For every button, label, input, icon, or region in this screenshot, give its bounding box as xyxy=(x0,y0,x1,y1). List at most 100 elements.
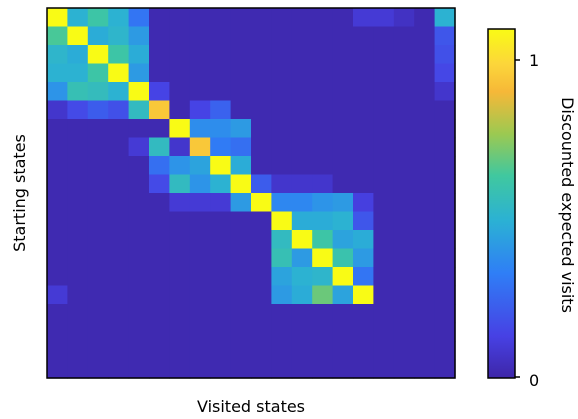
heatmap-cell-r7-c6 xyxy=(169,137,191,157)
heatmap-cell-r14-c10 xyxy=(251,267,272,287)
heatmap-cell-r14-c16 xyxy=(373,267,395,287)
heatmap-cell-r9-c14 xyxy=(332,174,354,194)
heatmap-cell-r14-c18 xyxy=(414,267,436,287)
heatmap-cell-r13-c8 xyxy=(210,248,232,268)
heatmap-cell-r6-c12 xyxy=(291,119,313,139)
heatmap-cell-r1-c10 xyxy=(251,26,272,46)
heatmap-cell-r3-c8 xyxy=(210,63,232,83)
heatmap-cell-r2-c16 xyxy=(373,45,395,65)
heatmap-cell-r1-c19 xyxy=(434,26,456,46)
heatmap-cell-r2-c1 xyxy=(67,45,89,65)
heatmap-cell-r14-c13 xyxy=(312,267,334,287)
heatmap-cell-r11-c0 xyxy=(47,211,68,231)
heatmap-cell-r14-c2 xyxy=(87,267,109,287)
heatmap-cell-r9-c7 xyxy=(189,174,211,194)
heatmap-cell-r19-c9 xyxy=(230,359,252,379)
heatmap-cell-r9-c19 xyxy=(434,174,456,194)
heatmap-cell-r18-c17 xyxy=(393,341,415,361)
colorbar xyxy=(487,28,516,379)
heatmap-cell-r8-c9 xyxy=(230,156,252,176)
heatmap-cell-r19-c5 xyxy=(149,359,170,379)
heatmap-cell-r17-c1 xyxy=(67,322,89,342)
heatmap-cell-r18-c12 xyxy=(291,341,313,361)
heatmap-cell-r6-c15 xyxy=(353,119,374,139)
heatmap-cell-r15-c13 xyxy=(312,285,334,305)
heatmap-cell-r1-c8 xyxy=(210,26,232,46)
heatmap-cell-r1-c4 xyxy=(128,26,150,46)
heatmap-cell-r17-c14 xyxy=(332,322,354,342)
heatmap-cell-r7-c1 xyxy=(67,137,89,157)
heatmap-cell-r4-c10 xyxy=(251,82,272,102)
heatmap-cell-r3-c10 xyxy=(251,63,272,83)
heatmap-cell-r6-c10 xyxy=(251,119,272,139)
heatmap-cell-r15-c0 xyxy=(47,285,68,305)
heatmap-cell-r7-c14 xyxy=(332,137,354,157)
heatmap-cell-r1-c5 xyxy=(149,26,170,46)
heatmap-cell-r9-c5 xyxy=(149,174,170,194)
heatmap-cell-r11-c12 xyxy=(291,211,313,231)
heatmap-cell-r5-c3 xyxy=(108,100,130,120)
heatmap-cell-r19-c2 xyxy=(87,359,109,379)
heatmap-cell-r19-c10 xyxy=(251,359,272,379)
heatmap-cell-r1-c17 xyxy=(393,26,415,46)
heatmap-cell-r1-c0 xyxy=(47,26,68,46)
heatmap-cell-r10-c2 xyxy=(87,193,109,213)
heatmap-cell-r7-c18 xyxy=(414,137,436,157)
heatmap-cell-r13-c12 xyxy=(291,248,313,268)
heatmap-cell-r11-c4 xyxy=(128,211,150,231)
heatmap-cell-r12-c13 xyxy=(312,230,334,250)
heatmap-cell-r11-c14 xyxy=(332,211,354,231)
heatmap-cell-r18-c11 xyxy=(271,341,293,361)
heatmap-cell-r5-c13 xyxy=(312,100,334,120)
heatmap-cell-r6-c9 xyxy=(230,119,252,139)
heatmap-cell-r11-c13 xyxy=(312,211,334,231)
heatmap-cell-r17-c2 xyxy=(87,322,109,342)
heatmap-cell-r10-c3 xyxy=(108,193,130,213)
heatmap-cell-r6-c17 xyxy=(393,119,415,139)
heatmap-cell-r5-c4 xyxy=(128,100,150,120)
heatmap-cell-r6-c16 xyxy=(373,119,395,139)
heatmap-cell-r3-c13 xyxy=(312,63,334,83)
heatmap-cell-r13-c4 xyxy=(128,248,150,268)
heatmap-cell-r9-c18 xyxy=(414,174,436,194)
heatmap-cell-r4-c4 xyxy=(128,82,150,102)
heatmap-cell-r2-c17 xyxy=(393,45,415,65)
heatmap-cell-r18-c3 xyxy=(108,341,130,361)
heatmap-cell-r17-c7 xyxy=(189,322,211,342)
heatmap-cell-r15-c7 xyxy=(189,285,211,305)
heatmap-cell-r15-c19 xyxy=(434,285,456,305)
heatmap-cell-r15-c9 xyxy=(230,285,252,305)
heatmap-cell-r11-c6 xyxy=(169,211,191,231)
heatmap-cell-r6-c7 xyxy=(189,119,211,139)
heatmap-cell-r9-c0 xyxy=(47,174,68,194)
heatmap-cell-r18-c6 xyxy=(169,341,191,361)
heatmap-cell-r8-c0 xyxy=(47,156,68,176)
heatmap-cell-r5-c9 xyxy=(230,100,252,120)
heatmap-cell-r5-c7 xyxy=(189,100,211,120)
heatmap-cell-r12-c9 xyxy=(230,230,252,250)
heatmap-cell-r0-c18 xyxy=(414,8,436,28)
heatmap-cell-r9-c13 xyxy=(312,174,334,194)
heatmap-cell-r18-c9 xyxy=(230,341,252,361)
heatmap-cell-r13-c9 xyxy=(230,248,252,268)
heatmap-cell-r6-c3 xyxy=(108,119,130,139)
heatmap-cell-r12-c1 xyxy=(67,230,89,250)
heatmap-cell-r5-c14 xyxy=(332,100,354,120)
heatmap-cell-r8-c4 xyxy=(128,156,150,176)
heatmap-cell-r11-c16 xyxy=(373,211,395,231)
heatmap-cell-r10-c5 xyxy=(149,193,170,213)
heatmap-cell-r12-c6 xyxy=(169,230,191,250)
heatmap-cell-r7-c10 xyxy=(251,137,272,157)
heatmap-cell-r17-c17 xyxy=(393,322,415,342)
heatmap-cell-r7-c12 xyxy=(291,137,313,157)
heatmap-cell-r9-c12 xyxy=(291,174,313,194)
heatmap-cell-r11-c5 xyxy=(149,211,170,231)
heatmap-cell-r7-c8 xyxy=(210,137,232,157)
heatmap-cell-r10-c7 xyxy=(189,193,211,213)
heatmap-cell-r6-c19 xyxy=(434,119,456,139)
heatmap-cell-r18-c2 xyxy=(87,341,109,361)
heatmap-cell-r2-c6 xyxy=(169,45,191,65)
heatmap-cell-r5-c16 xyxy=(373,100,395,120)
heatmap-cell-r14-c4 xyxy=(128,267,150,287)
heatmap-cell-r6-c4 xyxy=(128,119,150,139)
